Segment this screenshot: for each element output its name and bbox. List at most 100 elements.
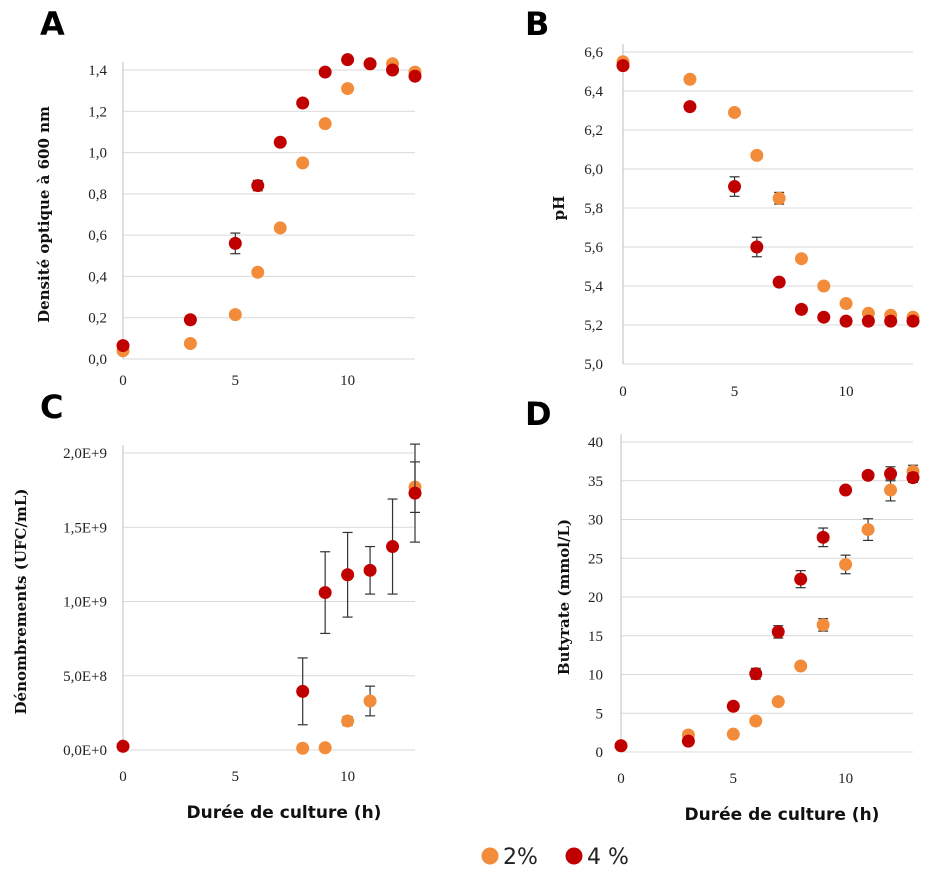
data-point-s2 <box>183 337 197 351</box>
data-point-s4 <box>772 275 786 289</box>
x-tick-label: 10 <box>838 771 853 787</box>
data-point-s2 <box>839 557 853 571</box>
data-point-s2 <box>794 252 808 266</box>
x-axis-label: Durée de culture (h) <box>187 803 382 823</box>
data-point-s4 <box>386 63 400 77</box>
data-point-s4 <box>906 314 920 328</box>
data-point-s2 <box>273 221 287 235</box>
y-tick-label: 0,2 <box>88 311 107 327</box>
data-point-s4 <box>363 563 377 577</box>
y-tick-label: 6,6 <box>584 45 603 61</box>
data-point-s4 <box>726 699 740 713</box>
data-point-s2 <box>318 117 332 131</box>
data-point-s4 <box>839 483 853 497</box>
data-point-s2 <box>341 714 355 728</box>
data-point-s4 <box>251 179 265 193</box>
x-axis-label: Durée de culture (h) <box>685 805 880 825</box>
y-tick-label: 1,2 <box>88 104 107 120</box>
data-point-s4 <box>771 625 785 639</box>
y-tick-label: 10 <box>588 668 603 684</box>
data-point-s4 <box>616 59 630 73</box>
data-point-s2 <box>341 82 355 96</box>
data-point-s2 <box>794 659 808 673</box>
y-tick-label: 0,0E+0 <box>63 743 107 759</box>
panel-letter: D <box>525 395 552 433</box>
data-point-s2 <box>771 695 785 709</box>
x-tick-label: 10 <box>340 769 355 785</box>
y-tick-label: 1,5E+9 <box>63 520 107 536</box>
data-point-s2 <box>296 156 310 170</box>
data-point-s4 <box>817 310 831 324</box>
y-tick-label: 2,0E+9 <box>63 446 107 462</box>
y-tick-label: 1,0 <box>88 146 107 162</box>
data-point-s4 <box>906 471 920 485</box>
data-point-s2 <box>772 191 786 205</box>
data-point-s4 <box>408 69 422 83</box>
y-axis-label: pH <box>550 196 568 221</box>
panel-letter: B <box>525 5 549 43</box>
data-point-s4 <box>228 236 242 250</box>
x-tick-label: 5 <box>730 771 738 787</box>
data-point-s4 <box>408 486 422 500</box>
data-point-s4 <box>296 96 310 110</box>
legend: 2% 4 % <box>481 845 629 870</box>
y-tick-label: 5,6 <box>584 240 603 256</box>
data-point-s2 <box>228 308 242 322</box>
x-tick-label: 0 <box>119 769 127 785</box>
data-point-s4 <box>884 467 898 481</box>
data-point-s4 <box>116 739 130 753</box>
data-point-s2 <box>726 727 740 741</box>
data-point-s2 <box>884 483 898 497</box>
y-tick-label: 0,8 <box>88 187 107 203</box>
y-tick-label: 20 <box>588 590 603 606</box>
y-tick-label: 6,2 <box>584 123 603 139</box>
x-tick-label: 5 <box>232 769 240 785</box>
data-point-s4 <box>318 65 332 79</box>
panel-b: 5,0 5,2 5,4 5,6 5,8 6,0 6,2 6,4 6,6 0 5 10 BpH <box>525 5 920 400</box>
data-point-s4 <box>884 314 898 328</box>
data-point-s2 <box>839 297 853 311</box>
data-point-s4 <box>341 568 355 582</box>
panel-d: 0 5 10 15 20 25 30 35 40 0 5 10 D Butyrate (mmol/L) Du… <box>525 395 920 825</box>
y-tick-label: 5,8 <box>584 201 603 217</box>
data-point-s4 <box>341 53 355 67</box>
data-point-s2 <box>750 148 764 162</box>
y-axis-label: Butyrate (mmol/L) <box>555 519 573 675</box>
data-point-s4 <box>363 57 377 71</box>
data-point-s4 <box>861 314 875 328</box>
x-tick-label: 10 <box>839 384 854 400</box>
legend-marker <box>481 847 499 865</box>
data-point-s4 <box>728 180 742 194</box>
data-point-s4 <box>861 468 875 482</box>
y-tick-label: 25 <box>588 551 603 567</box>
y-tick-label: 0,0 <box>88 352 107 368</box>
y-tick-label: 5,4 <box>584 279 603 295</box>
data-point-s2 <box>816 618 830 632</box>
legend-label: 2% <box>503 845 538 870</box>
data-point-s2 <box>728 105 742 119</box>
data-point-s4 <box>839 314 853 328</box>
x-tick-label: 0 <box>119 373 127 389</box>
y-tick-label: 30 <box>588 513 603 529</box>
data-point-s4 <box>386 540 400 554</box>
x-tick-label: 5 <box>232 373 240 389</box>
data-point-s2 <box>861 523 875 537</box>
y-tick-label: 1,4 <box>88 63 107 79</box>
legend-label: 4 % <box>587 845 629 870</box>
y-tick-label: 15 <box>588 629 603 645</box>
data-point-s4 <box>273 135 287 149</box>
y-tick-label: 5,0 <box>584 357 603 373</box>
y-tick-label: 1,0E+9 <box>63 595 107 611</box>
legend-marker <box>565 847 583 865</box>
x-tick-label: 0 <box>617 771 625 787</box>
data-point-s4 <box>318 586 332 600</box>
data-point-s2 <box>683 72 697 86</box>
y-tick-label: 5,0E+8 <box>63 669 107 685</box>
data-point-s4 <box>296 684 310 698</box>
data-point-s2 <box>749 714 763 728</box>
data-point-s2 <box>296 741 310 755</box>
data-point-s4 <box>749 667 763 681</box>
data-point-s4 <box>816 530 830 544</box>
y-tick-label: 5,2 <box>584 318 603 334</box>
